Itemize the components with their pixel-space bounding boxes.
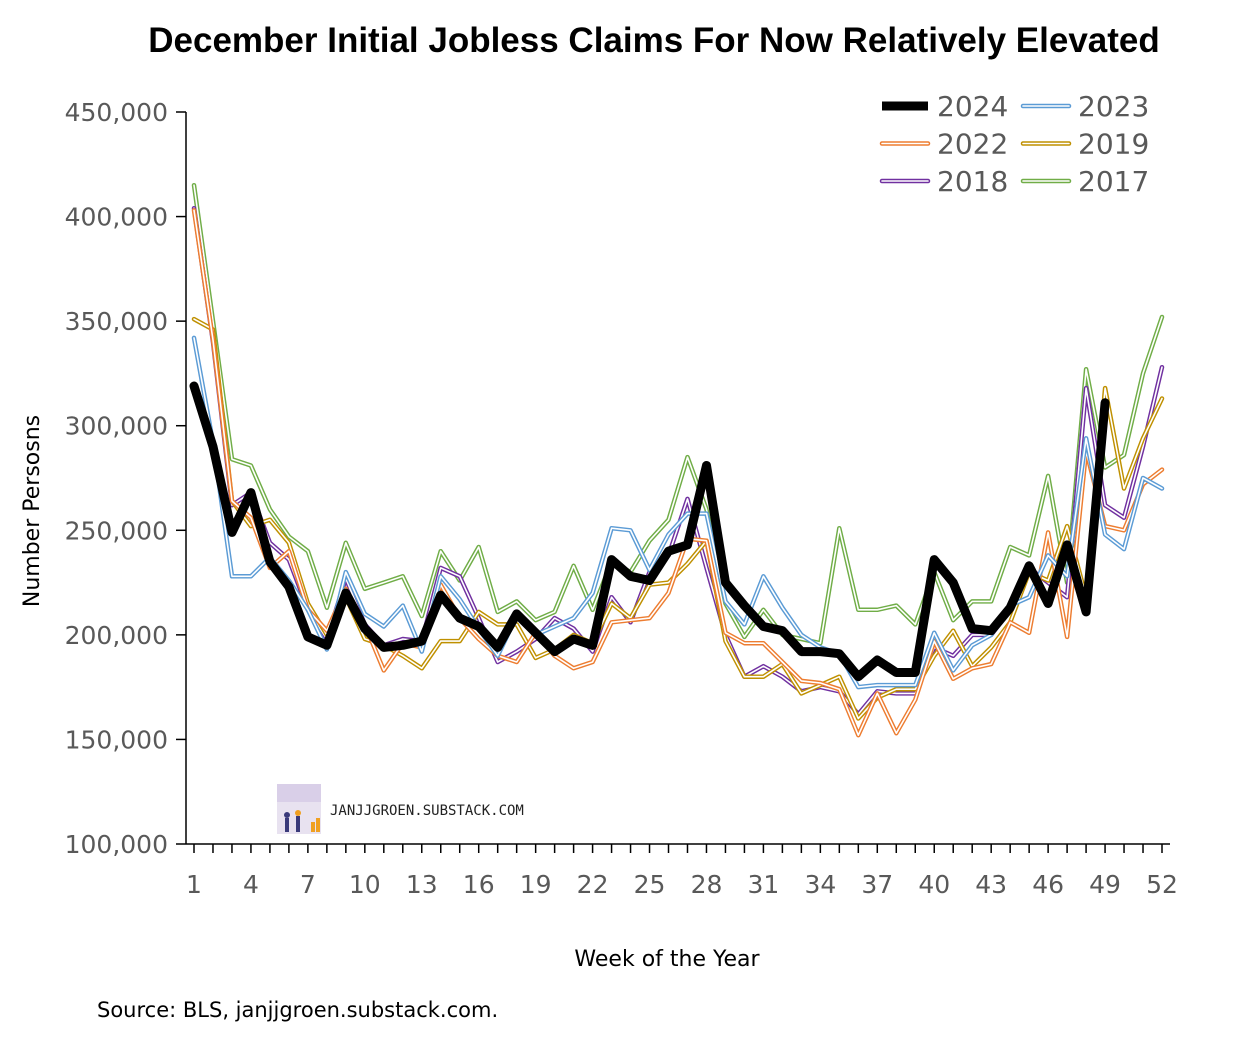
legend-item-2019: 2019	[1020, 128, 1149, 161]
legend-item-2024: 2024	[882, 90, 1008, 123]
series-line-inner-2019	[193, 318, 1163, 720]
series-2024	[189, 381, 1110, 682]
legend-label: 2024	[937, 90, 1008, 123]
x-tick-label: 46	[1032, 870, 1064, 899]
series-line-inner-2022	[193, 209, 1163, 736]
x-tick-label: 13	[406, 870, 438, 899]
series-line-2023	[191, 335, 1165, 690]
x-tick-label: 7	[300, 870, 316, 899]
y-tick-label: 400,000	[65, 203, 168, 232]
series-line-inner-2018	[193, 207, 1163, 716]
source-note: Source: BLS, janjjgroen.substack.com.	[97, 998, 498, 1022]
watermark-url: JANJJGROEN.SUBSTACK.COM	[330, 803, 524, 819]
series-2022	[191, 208, 1165, 738]
x-tick-label: 1	[186, 870, 202, 899]
y-tick-label: 250,000	[65, 516, 168, 545]
x-tick-label: 4	[243, 870, 259, 899]
legend-label: 2019	[1078, 128, 1149, 161]
y-tick-label: 150,000	[65, 725, 168, 754]
x-tick-label: 28	[691, 870, 723, 899]
series-line-2018	[191, 205, 1165, 717]
x-tick-label: 22	[577, 870, 609, 899]
x-tick-label: 34	[804, 870, 836, 899]
y-axis-label: Number Persosns	[20, 415, 45, 607]
legend-label: 2017	[1078, 165, 1149, 198]
x-tick-label: 52	[1146, 870, 1178, 899]
x-tick-label: 37	[861, 870, 893, 899]
legend-item-2023: 2023	[1020, 90, 1149, 123]
series-line-inner-2023	[193, 337, 1163, 688]
legend: 2024 2023 2022 2019 2018 2017	[879, 90, 1149, 198]
series-2019	[191, 316, 1165, 721]
y-tick-label: 100,000	[65, 830, 168, 859]
y-axis: 100,000 150,000 200,000 250,000 300,000 350,0…	[65, 98, 187, 859]
legend-label: 2022	[937, 128, 1008, 161]
x-tick-label: 40	[918, 870, 950, 899]
series-line-2022	[191, 208, 1165, 738]
x-tick-label: 49	[1089, 870, 1121, 899]
macro-market-notes-logo	[277, 784, 321, 834]
series-2018	[191, 205, 1165, 717]
legend-item-2018: 2018	[879, 165, 1008, 198]
x-tick-label: 16	[463, 870, 495, 899]
legend-label: 2023	[1078, 90, 1149, 123]
legend-label: 2018	[937, 165, 1008, 198]
y-tick-label: 450,000	[65, 98, 168, 127]
series-line-inner-2017	[193, 184, 1163, 644]
x-tick-label: 19	[520, 870, 552, 899]
y-tick-label: 350,000	[65, 307, 168, 336]
x-tick-label: 31	[748, 870, 780, 899]
x-tick-label: 43	[975, 870, 1007, 899]
legend-item-2022: 2022	[879, 128, 1008, 161]
series-2023	[191, 335, 1165, 690]
x-axis: 1 4 7 10 13 16 19 22 25 28 31 34 37 40 43 46 49 52	[186, 843, 1178, 899]
series-2017	[191, 182, 1165, 646]
series-line-2024	[189, 381, 1110, 682]
watermark: JANJJGROEN.SUBSTACK.COM	[277, 784, 524, 834]
chart-title: December Initial Jobless Claims For Now …	[148, 21, 1160, 60]
y-tick-label: 300,000	[65, 412, 168, 441]
series-layer	[189, 182, 1165, 738]
x-axis-label: Week of the Year	[574, 947, 760, 972]
series-line-2019	[191, 316, 1165, 721]
legend-item-2017: 2017	[1020, 165, 1149, 198]
x-tick-label: 10	[349, 870, 381, 899]
x-tick-label: 25	[634, 870, 666, 899]
y-tick-label: 200,000	[65, 621, 168, 650]
